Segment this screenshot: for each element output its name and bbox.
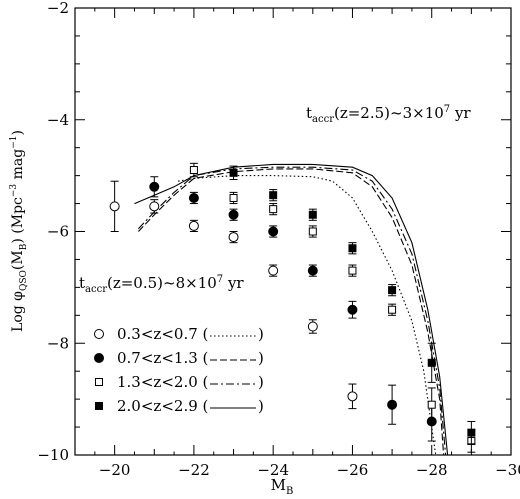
legend-marker-open-circle [94,329,104,339]
data-point-open-square [427,400,436,409]
data-point-open-circle [149,201,160,212]
x-axis-label: MB [271,476,294,497]
svg-text:Log φQSO(MB) (Mpc−3 mag−1): Log φQSO(MB) (Mpc−3 mag−1) [9,130,29,332]
data-point-filled-circle [188,192,199,203]
legend-marker-open-square [95,378,103,386]
x-tick-label: −28 [416,461,448,479]
data-point-open-square [269,205,278,214]
model-curve-solid [134,163,449,456]
x-tick-label: −20 [99,461,131,479]
data-point-open-square [348,266,357,275]
model-curves [134,163,449,456]
data-point-filled-circle [387,399,398,410]
legend-label: 2.0<z<2.9 ( [117,397,208,415]
model-curve-dash-dot [138,166,447,456]
data-point-filled-circle [268,226,279,237]
y-tick-label: −6 [47,223,69,241]
data-point-filled-square [269,191,278,200]
data-point-filled-square [388,286,397,295]
axis-ticks: −20 −22 −24 −26 −28 −30 −2 −4 −6 −8 −10 [37,0,520,479]
y-tick-label: −2 [47,0,69,17]
x-tick-label: −30 [495,461,520,479]
data-point-filled-circle [149,181,160,192]
data-point-open-circle [307,321,318,332]
data-point-open-square [229,193,238,202]
annotation-high-z: taccr(z=2.5)~3×107 yr [306,104,471,125]
model-curve-dotted [178,175,437,456]
data-point-open-square [189,166,198,175]
data-point-open-circle [228,232,239,243]
x-tick-label: −26 [337,461,369,479]
legend-label: 1.3<z<2.0 ( [117,373,208,391]
legend-label: 0.7<z<1.3 ( [117,349,208,367]
x-tick-label: −24 [257,461,289,479]
legend-close-paren: ) [258,349,264,367]
data-point-filled-square [308,210,317,219]
data-point-filled-square [348,244,357,253]
data-points [109,162,476,453]
y-tick-label: −8 [47,334,69,352]
data-point-open-square [308,227,317,236]
data-point-open-circle [188,220,199,231]
y-tick-label: −4 [47,111,69,129]
y-tick-label: −10 [37,446,69,464]
data-point-filled-square [467,428,476,437]
data-point-open-circle [268,265,279,276]
legend-label: 0.3<z<0.7 ( [117,325,208,343]
data-point-filled-square [229,168,238,177]
data-point-open-circle [109,201,120,212]
legend-close-paren: ) [258,397,264,415]
data-point-filled-circle [347,304,358,315]
legend-marker-filled-circle [94,353,104,363]
legend-marker-filled-square [95,402,103,410]
annotation-low-z: taccr(z=0.5)~8×107 yr [79,274,244,295]
data-point-filled-square [427,358,436,367]
legend-close-paren: ) [258,325,264,343]
legend: 0.3<z<0.7 () 0.7<z<1.3 () 1.3<z<2.0 () 2.0<… [94,325,264,415]
data-point-filled-circle [307,265,318,276]
x-tick-label: −22 [178,461,210,479]
legend-close-paren: ) [258,373,264,391]
data-point-filled-circle [228,209,239,220]
y-axis-label: Log φQSO(MB) (Mpc−3 mag−1) [9,130,29,332]
data-point-open-circle [347,391,358,402]
data-point-open-square [388,305,397,314]
model-curve-dashed [138,168,445,456]
